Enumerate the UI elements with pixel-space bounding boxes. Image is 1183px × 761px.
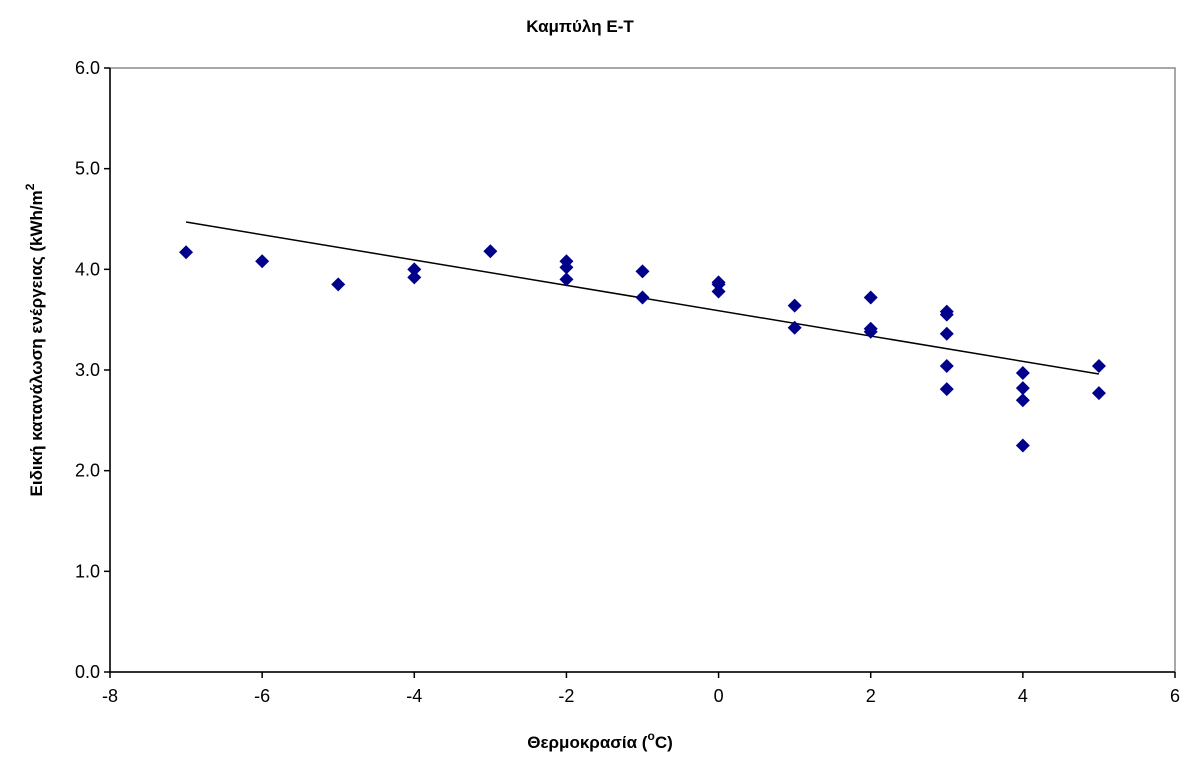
data-point bbox=[255, 254, 270, 269]
data-point bbox=[939, 307, 954, 322]
data-point bbox=[711, 284, 726, 299]
data-point bbox=[1015, 366, 1030, 381]
data-point bbox=[635, 264, 650, 279]
data-point bbox=[787, 298, 802, 313]
x-tick-label: -8 bbox=[102, 686, 118, 706]
y-tick-label: 0.0 bbox=[75, 662, 100, 682]
x-tick-label: 0 bbox=[714, 686, 724, 706]
data-point bbox=[939, 326, 954, 341]
data-point bbox=[407, 270, 422, 285]
data-point bbox=[1015, 381, 1030, 396]
data-point bbox=[1091, 358, 1106, 373]
x-axis-label-sup: o bbox=[647, 729, 654, 743]
data-point bbox=[559, 260, 574, 275]
data-point bbox=[635, 290, 650, 305]
data-point bbox=[1015, 393, 1030, 408]
plot-area bbox=[109, 67, 1176, 673]
data-point bbox=[559, 272, 574, 287]
data-point bbox=[787, 320, 802, 335]
data-point bbox=[407, 262, 422, 277]
y-tick-label: 1.0 bbox=[75, 561, 100, 581]
data-point bbox=[483, 244, 498, 259]
x-tick-label: 6 bbox=[1170, 686, 1180, 706]
chart-title: Καμπύλη Ε-Τ bbox=[526, 17, 634, 36]
x-axis-label: Θερμοκρασία (oC) bbox=[527, 729, 673, 752]
y-tick-label: 3.0 bbox=[75, 360, 100, 380]
data-point bbox=[863, 324, 878, 339]
data-point bbox=[1091, 386, 1106, 401]
y-axis-label-sup: 2 bbox=[23, 183, 37, 190]
data-point bbox=[1015, 438, 1030, 453]
x-axis-label-tail: C) bbox=[655, 733, 673, 752]
data-point bbox=[863, 290, 878, 305]
x-tick-label: 2 bbox=[866, 686, 876, 706]
data-point bbox=[939, 358, 954, 373]
tick-labels: 0.0 1.0 2.0 3.0 4.0 5.0 6.0 -8 -6 -4 -2 0 2 4 6 bbox=[75, 58, 1180, 706]
x-tick-label: -2 bbox=[558, 686, 574, 706]
y-tick-label: 5.0 bbox=[75, 159, 100, 179]
data-points bbox=[179, 244, 1106, 453]
x-axis-label-main: Θερμοκρασία ( bbox=[527, 733, 648, 752]
axes bbox=[104, 67, 1176, 678]
data-point bbox=[939, 382, 954, 397]
y-tick-label: 2.0 bbox=[75, 461, 100, 481]
y-axis-label-main: Ειδική κατανάλωση ενέργειας (kWh/m bbox=[27, 190, 46, 496]
data-point bbox=[331, 277, 346, 292]
data-point bbox=[179, 245, 194, 260]
y-tick-label: 4.0 bbox=[75, 259, 100, 279]
data-point bbox=[711, 277, 726, 292]
x-tick-label: -4 bbox=[406, 686, 422, 706]
x-tick-label: 4 bbox=[1018, 686, 1028, 706]
y-tick-label: 6.0 bbox=[75, 58, 100, 78]
x-tick-label: -6 bbox=[254, 686, 270, 706]
y-axis-label: Ειδική κατανάλωση ενέργειας (kWh/m2 bbox=[23, 183, 46, 496]
